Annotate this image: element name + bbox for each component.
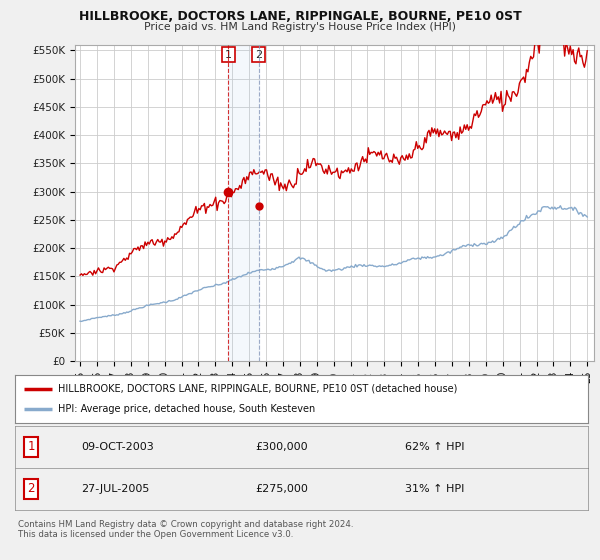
Text: HILLBROOKE, DOCTORS LANE, RIPPINGALE, BOURNE, PE10 0ST: HILLBROOKE, DOCTORS LANE, RIPPINGALE, BO… xyxy=(79,10,521,23)
Text: 27-JUL-2005: 27-JUL-2005 xyxy=(81,484,149,493)
Text: HPI: Average price, detached house, South Kesteven: HPI: Average price, detached house, Sout… xyxy=(58,404,315,414)
Text: 62% ↑ HPI: 62% ↑ HPI xyxy=(404,442,464,451)
Text: 1: 1 xyxy=(225,49,232,59)
Text: 31% ↑ HPI: 31% ↑ HPI xyxy=(404,484,464,493)
Text: £300,000: £300,000 xyxy=(256,442,308,451)
Bar xyxy=(229,45,259,361)
Text: 09-OCT-2003: 09-OCT-2003 xyxy=(81,442,154,451)
Text: Contains HM Land Registry data © Crown copyright and database right 2024.
This d: Contains HM Land Registry data © Crown c… xyxy=(18,520,353,539)
Text: Price paid vs. HM Land Registry's House Price Index (HPI): Price paid vs. HM Land Registry's House … xyxy=(144,22,456,32)
Text: HILLBROOKE, DOCTORS LANE, RIPPINGALE, BOURNE, PE10 0ST (detached house): HILLBROOKE, DOCTORS LANE, RIPPINGALE, BO… xyxy=(58,384,457,394)
Text: 2: 2 xyxy=(27,482,35,495)
Text: 1: 1 xyxy=(27,440,35,453)
Text: £275,000: £275,000 xyxy=(256,484,308,493)
Text: 2: 2 xyxy=(255,49,262,59)
